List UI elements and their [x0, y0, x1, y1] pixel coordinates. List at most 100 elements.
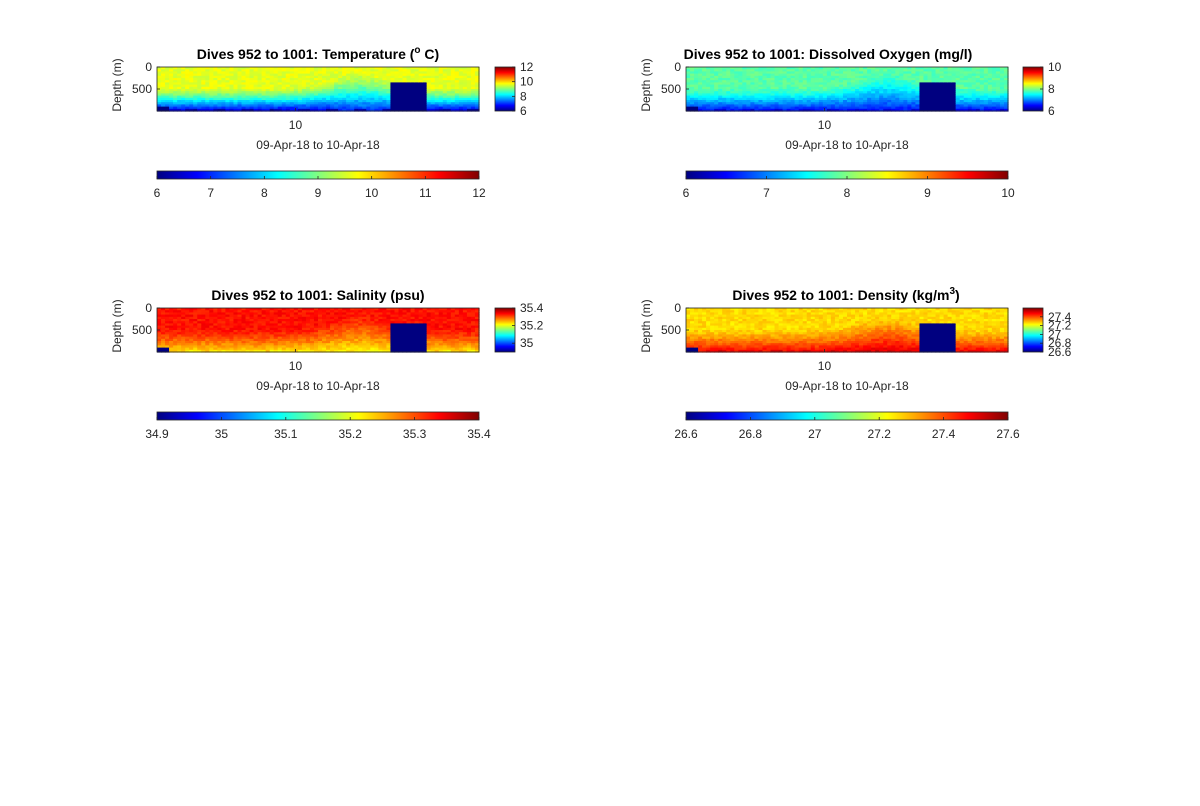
heatmap-cell	[382, 73, 388, 77]
heatmap-cell	[470, 75, 476, 79]
heatmap-cell	[991, 86, 997, 90]
heatmap-cell	[923, 104, 929, 108]
heatmap-cell	[277, 334, 283, 338]
heatmap-cell	[999, 106, 1005, 110]
heatmap-cell	[273, 89, 279, 92]
heatmap-cell	[281, 84, 287, 88]
heatmap-cell	[738, 86, 743, 90]
heatmap-cell	[157, 316, 162, 320]
heatmap-cell	[446, 321, 452, 324]
heatmap-cell	[462, 314, 468, 318]
heatmap-cell	[786, 82, 792, 86]
heatmap-cell	[318, 73, 323, 77]
heatmap-cell	[690, 108, 695, 112]
heatmap-cell	[446, 106, 452, 110]
heatmap-cell	[289, 330, 295, 333]
heatmap-cell	[710, 67, 715, 70]
heatmap-cell	[269, 93, 275, 97]
heatmap-cell	[458, 310, 464, 313]
heatmap-cell	[197, 102, 202, 105]
heatmap-cell	[698, 106, 703, 110]
heatmap-cell	[694, 91, 699, 94]
heatmap-cell	[225, 73, 231, 77]
heatmap-cell	[173, 338, 178, 342]
heatmap-cell	[221, 323, 227, 327]
heatmap-cell	[281, 82, 287, 86]
heatmap-cell	[402, 323, 408, 327]
heatmap-cell	[446, 80, 452, 83]
heatmap-cell	[386, 67, 392, 70]
heatmap-cell	[309, 80, 315, 83]
heatmap-cell	[822, 86, 828, 90]
heatmap-cell	[818, 97, 824, 101]
bottom-colorbar-tick-label: 6	[683, 186, 690, 200]
heatmap-cell	[879, 91, 884, 94]
heatmap-cell	[398, 308, 404, 311]
heatmap-cell	[213, 78, 218, 81]
heatmap-cell	[374, 82, 379, 86]
heatmap-cell	[181, 100, 186, 103]
heatmap-cell	[338, 78, 343, 81]
heatmap-cell	[851, 95, 856, 99]
heatmap-cell	[305, 345, 311, 349]
heatmap-cell	[309, 97, 315, 101]
heatmap-cell	[225, 67, 231, 70]
bottom-colorbar-tick-label: 7	[763, 186, 770, 200]
side-colorbar-tick-label: 10	[520, 75, 534, 89]
heatmap-cell	[309, 67, 315, 70]
heatmap-cell	[318, 95, 323, 99]
side-colorbar-tick-label: 35.2	[520, 319, 544, 333]
heatmap-cell	[786, 108, 792, 112]
heatmap-cell	[454, 97, 460, 101]
heatmap-cell	[394, 108, 400, 112]
heatmap-cell	[330, 82, 335, 86]
heatmap-cell	[157, 95, 162, 99]
heatmap-cell	[774, 95, 780, 99]
heatmap-cell	[269, 330, 275, 333]
heatmap-cell	[919, 75, 925, 79]
heatmap-cell	[802, 89, 808, 92]
heatmap-cell	[169, 69, 174, 72]
heatmap-cell	[197, 314, 202, 318]
heatmap-cell	[185, 89, 190, 92]
heatmap-cell	[285, 325, 291, 329]
heatmap-cell	[261, 314, 267, 318]
heatmap-cell	[794, 73, 800, 77]
heatmap-cell	[943, 78, 949, 81]
heatmap-cell	[305, 80, 311, 83]
heatmap-cell	[466, 104, 472, 108]
heatmap-cell	[410, 67, 416, 70]
heatmap-cell	[426, 97, 432, 101]
heatmap-cell	[177, 106, 182, 110]
heatmap-cell	[710, 71, 715, 75]
heatmap-cell	[774, 71, 780, 75]
heatmap-cell	[798, 108, 804, 112]
heatmap-cell	[265, 338, 271, 342]
heatmap-cell	[442, 108, 448, 112]
heatmap-cell	[161, 345, 166, 349]
heatmap-cell	[694, 325, 699, 329]
heatmap-cell	[474, 67, 480, 70]
heatmap-cell	[277, 106, 283, 110]
heatmap-cell	[277, 104, 283, 108]
heatmap-cell	[201, 100, 206, 103]
heatmap-cell	[390, 325, 396, 329]
heatmap-cell	[185, 108, 190, 112]
heatmap-cell	[470, 82, 476, 86]
heatmap-cell	[305, 312, 311, 316]
heatmap-cell	[301, 75, 307, 79]
heatmap-cell	[285, 314, 291, 318]
heatmap-cell	[245, 341, 251, 344]
heatmap-cell	[173, 104, 178, 108]
heatmap-cell	[169, 86, 174, 90]
heatmap-cell	[261, 93, 267, 97]
heatmap-cell	[686, 325, 691, 329]
heatmap-cell	[991, 71, 997, 75]
heatmap-cell	[919, 78, 925, 81]
heatmap-cell	[386, 332, 392, 335]
heatmap-cell	[346, 336, 351, 340]
heatmap-cell	[434, 310, 440, 313]
heatmap-cell	[189, 319, 194, 322]
heatmap-cell	[734, 84, 739, 88]
heatmap-cell	[406, 347, 412, 351]
